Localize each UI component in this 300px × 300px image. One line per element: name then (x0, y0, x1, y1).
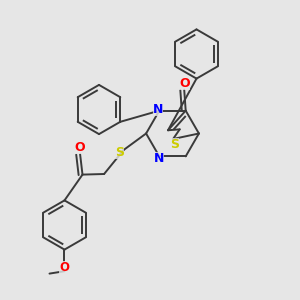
Text: O: O (59, 261, 70, 274)
Text: S: S (116, 146, 124, 159)
Text: N: N (153, 103, 163, 116)
Text: O: O (74, 141, 85, 154)
Text: O: O (179, 76, 190, 89)
Text: S: S (170, 138, 179, 151)
Text: N: N (154, 152, 164, 165)
